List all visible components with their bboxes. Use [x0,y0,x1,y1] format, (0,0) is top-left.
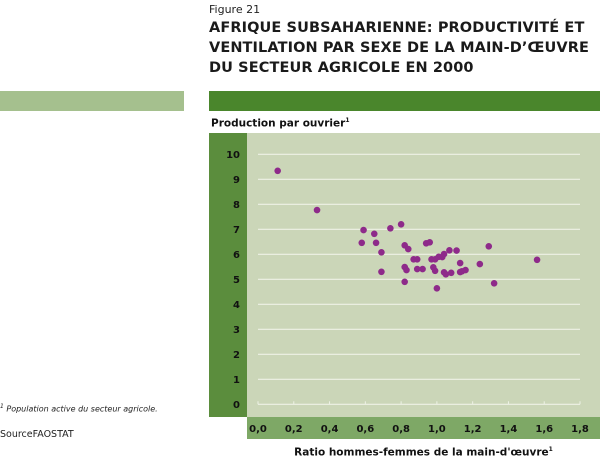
x-tick-label: 0,6 [356,424,374,435]
data-point [370,230,378,238]
x-tick-label: 1,8 [571,424,589,435]
x-axis-tick-labels: 0,0 0,2 0,4 0,6 0,8 1,0 1,2 1,4 1,6 1,8 [249,424,589,435]
y-tick-label: 7 [233,225,240,236]
y-axis-label-text: Production par ouvrier [211,117,346,130]
data-point [403,266,410,274]
data-point [419,265,426,273]
data-point [413,265,421,273]
y-axis-label-footnote-marker: 1 [345,117,350,124]
footnote: 1 Population active du secteur agricole. [0,403,158,414]
data-point [387,225,394,232]
data-point [274,167,281,175]
y-tick-label: 6 [233,250,240,261]
data-point [440,250,448,258]
data-point [426,239,434,246]
data-point [456,259,464,267]
data-point [431,267,439,275]
x-axis-tick-marks [257,401,581,405]
y-tick-label: 10 [226,150,240,161]
y-tick-label: 0 [233,400,240,411]
data-point [476,260,484,268]
chart-header-bar [209,91,600,111]
source-value: FAOSTAT [32,429,74,440]
x-tick-label: 0,0 [249,424,267,435]
data-point [404,245,412,253]
footnote-marker: 1 [0,403,4,410]
y-axis-panel [209,133,247,417]
y-tick-label: 4 [233,300,240,311]
y-tick-label: 9 [233,175,240,186]
data-point [442,271,450,278]
side-decorative-bar [0,91,184,111]
data-points [274,167,541,292]
x-tick-label: 1,0 [428,424,446,435]
footnote-text: Population active du secteur agricole. [6,404,158,414]
data-point [453,247,460,254]
data-point [372,239,380,247]
data-point [413,255,421,263]
data-point [447,269,455,277]
figure-title: AFRIQUE SUBSAHARIENNE: PRODUCTIVITÉ ET V… [209,20,590,76]
data-point [313,206,321,214]
x-tick-label: 1,6 [535,424,553,435]
y-tick-label: 8 [233,200,240,211]
x-axis-label: Ratio hommes-femmes de la main-d'œuvre1 [247,446,600,459]
x-axis-label-footnote-marker: 1 [548,446,553,453]
x-tick-label: 0,2 [285,424,303,435]
data-point [446,247,453,254]
y-axis-tick-labels: 0 1 2 3 4 5 6 7 8 9 10 [226,150,240,411]
source-note: SourceFAOSTAT [0,429,74,440]
plot-area [247,133,600,417]
data-point [401,278,408,286]
data-point [433,285,441,292]
y-tick-label: 2 [233,350,240,361]
source-label: Source [0,429,33,440]
data-point [490,280,498,287]
y-tick-label: 1 [233,375,240,386]
x-tick-label: 0,8 [392,424,410,435]
data-point [378,268,385,276]
x-axis-panel [247,417,600,439]
data-point [533,256,541,264]
figure-number: Figure 21 [209,3,261,16]
x-tick-label: 1,2 [464,424,482,435]
data-point [358,239,366,247]
gridlines [258,153,580,405]
x-axis-label-text: Ratio hommes-femmes de la main-d'œuvre [294,446,549,459]
x-tick-label: 0,4 [321,424,339,435]
data-point [397,221,405,228]
y-axis-label: Production par ouvrier1 [211,117,350,130]
data-point [360,226,367,234]
x-tick-label: 1,4 [500,424,518,435]
y-tick-label: 3 [233,325,240,336]
data-point [462,266,469,274]
y-tick-label: 5 [233,275,240,286]
data-point [378,249,385,256]
data-point [485,243,493,250]
